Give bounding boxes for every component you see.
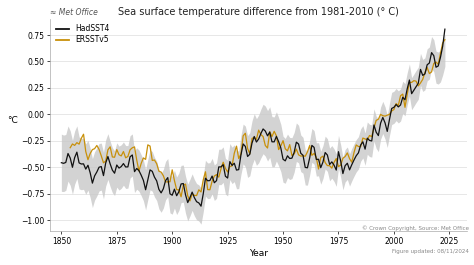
Legend: HadSST4, ERSSTv5: HadSST4, ERSSTv5: [54, 23, 111, 46]
Title: Sea surface temperature difference from 1981-2010 (° C): Sea surface temperature difference from …: [118, 7, 399, 17]
Text: ≈ Met Office: ≈ Met Office: [50, 8, 98, 17]
Y-axis label: °C: °C: [7, 116, 18, 125]
Text: © Crown Copyright, Source: Met Office: © Crown Copyright, Source: Met Office: [362, 225, 469, 231]
Text: Figure updated: 08/11/2024: Figure updated: 08/11/2024: [392, 249, 469, 254]
X-axis label: Year: Year: [249, 249, 268, 258]
